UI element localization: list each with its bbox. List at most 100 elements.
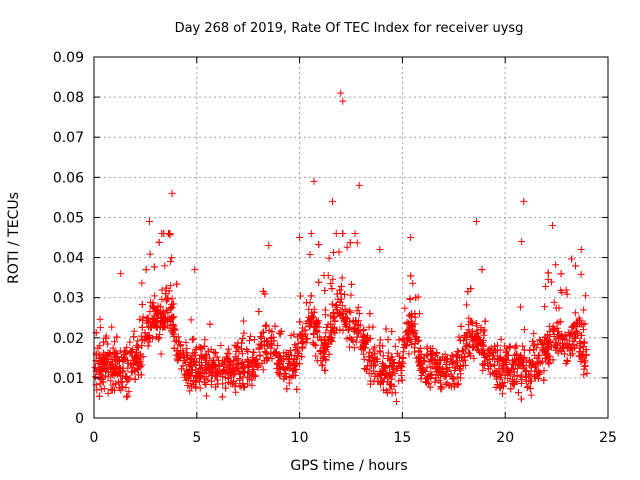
data-point bbox=[264, 338, 272, 346]
data-point bbox=[363, 337, 371, 345]
data-point bbox=[109, 344, 117, 352]
data-point bbox=[416, 344, 424, 352]
data-point bbox=[240, 329, 248, 337]
data-point bbox=[310, 177, 318, 185]
data-point bbox=[331, 317, 339, 325]
data-point bbox=[294, 347, 302, 355]
data-point bbox=[369, 354, 377, 362]
data-point bbox=[336, 298, 344, 306]
data-point bbox=[123, 343, 131, 351]
data-point bbox=[184, 381, 192, 389]
data-point bbox=[337, 311, 345, 319]
data-point bbox=[165, 287, 173, 295]
data-point bbox=[169, 322, 177, 330]
data-point bbox=[225, 350, 233, 358]
data-point bbox=[286, 347, 294, 355]
data-point bbox=[327, 280, 335, 288]
data-point bbox=[146, 298, 154, 306]
data-point bbox=[427, 363, 435, 371]
data-point bbox=[397, 367, 405, 375]
data-point bbox=[415, 354, 423, 362]
data-point bbox=[376, 246, 384, 254]
data-point bbox=[427, 347, 435, 355]
data-point bbox=[481, 317, 489, 325]
data-point bbox=[577, 331, 585, 339]
data-point bbox=[575, 352, 583, 360]
data-point bbox=[94, 344, 102, 352]
data-point bbox=[424, 373, 432, 381]
data-point bbox=[97, 371, 105, 379]
data-point bbox=[175, 338, 183, 346]
data-point bbox=[314, 319, 322, 327]
data-point bbox=[149, 318, 157, 326]
data-point bbox=[417, 359, 425, 367]
data-point bbox=[239, 335, 247, 343]
data-point bbox=[174, 346, 182, 354]
data-point bbox=[542, 282, 550, 290]
data-point bbox=[497, 335, 505, 343]
data-point bbox=[240, 361, 248, 369]
data-point bbox=[379, 386, 387, 394]
data-point bbox=[520, 326, 528, 334]
data-point bbox=[345, 343, 353, 351]
data-point bbox=[467, 333, 475, 341]
data-point bbox=[517, 395, 525, 403]
y-axis-label: ROTI / TECUs bbox=[6, 192, 22, 284]
data-point bbox=[395, 336, 403, 344]
data-point bbox=[260, 341, 268, 349]
data-point bbox=[257, 333, 265, 341]
data-point bbox=[346, 318, 354, 326]
data-point bbox=[265, 242, 273, 250]
data-point bbox=[409, 279, 417, 287]
data-point bbox=[362, 365, 370, 373]
data-point bbox=[150, 303, 158, 311]
data-point bbox=[563, 290, 571, 298]
data-point bbox=[566, 329, 574, 337]
data-point bbox=[288, 351, 296, 359]
data-point bbox=[544, 269, 552, 277]
y-tick-label: 0.01 bbox=[53, 371, 84, 387]
data-point bbox=[181, 373, 189, 381]
x-tick-label: 15 bbox=[393, 430, 411, 446]
data-point bbox=[434, 371, 442, 379]
data-point bbox=[491, 361, 499, 369]
data-point bbox=[540, 376, 548, 384]
data-point bbox=[193, 374, 201, 382]
data-point bbox=[346, 334, 354, 342]
data-point bbox=[111, 338, 119, 346]
data-point bbox=[398, 363, 406, 371]
data-point bbox=[190, 381, 198, 389]
data-point bbox=[147, 323, 155, 331]
data-point bbox=[343, 243, 351, 251]
data-point bbox=[96, 355, 104, 363]
data-point bbox=[412, 335, 420, 343]
data-point bbox=[479, 366, 487, 374]
data-point bbox=[243, 346, 251, 354]
data-point bbox=[217, 341, 225, 349]
data-point bbox=[324, 272, 332, 280]
data-point bbox=[411, 340, 419, 348]
data-point bbox=[176, 341, 184, 349]
data-point bbox=[161, 262, 169, 270]
data-point bbox=[344, 326, 352, 334]
data-point bbox=[548, 278, 556, 286]
data-point bbox=[129, 356, 137, 364]
data-point bbox=[370, 378, 378, 386]
data-point bbox=[416, 362, 424, 370]
data-point bbox=[353, 307, 361, 315]
data-point bbox=[239, 373, 247, 381]
data-point bbox=[155, 238, 163, 246]
data-point bbox=[169, 314, 177, 322]
data-point bbox=[168, 189, 176, 197]
data-point bbox=[501, 371, 509, 379]
data-point bbox=[268, 341, 276, 349]
data-point bbox=[381, 364, 389, 372]
data-point bbox=[100, 338, 108, 346]
data-point bbox=[290, 330, 298, 338]
data-point bbox=[399, 335, 407, 343]
data-point bbox=[256, 352, 264, 360]
data-point bbox=[454, 348, 462, 356]
y-tick-label: 0.07 bbox=[53, 130, 84, 146]
data-point bbox=[346, 239, 354, 247]
data-point bbox=[426, 383, 434, 391]
